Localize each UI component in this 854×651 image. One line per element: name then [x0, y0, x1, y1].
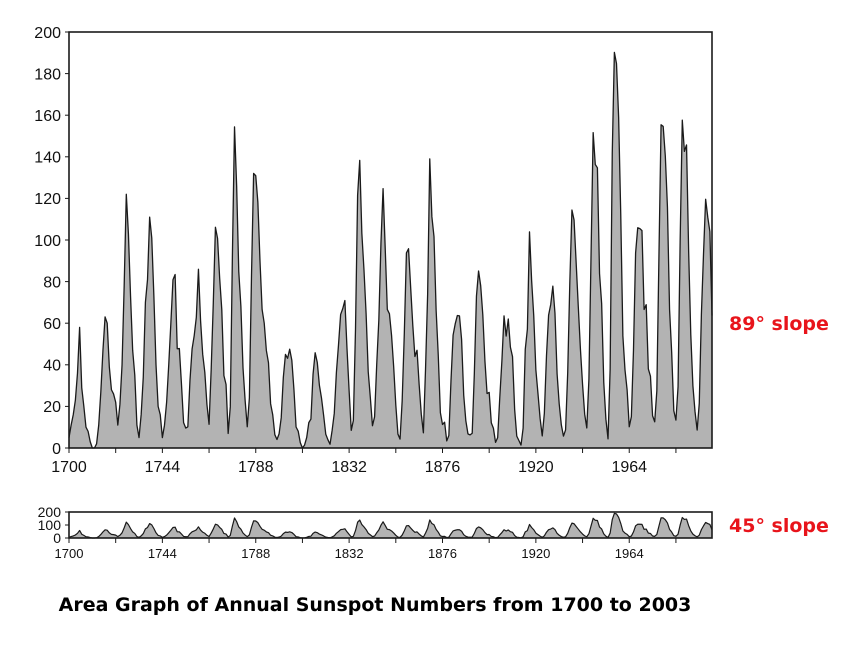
main-ytick-label: 40: [43, 358, 61, 375]
figure-title: Area Graph of Annual Sunspot Numbers fro…: [58, 594, 692, 616]
main-ytick-label: 180: [34, 66, 61, 83]
overview-xtick-label: 1700: [55, 546, 84, 561]
annotation-45-slope: 45° slope: [729, 515, 829, 537]
main-ytick-label: 160: [34, 108, 61, 125]
overview-xtick-label: 1964: [615, 546, 644, 561]
main-xtick-label: 1744: [145, 459, 181, 476]
overview-xtick-label: 1832: [335, 546, 364, 561]
main-ytick-label: 140: [34, 150, 61, 167]
main-ytick-label: 200: [34, 25, 61, 42]
overview-xtick-label: 1744: [148, 546, 177, 561]
main-xtick-label: 1964: [611, 459, 647, 476]
annotation-89-slope: 89° slope: [729, 313, 829, 335]
main-ytick-label: 100: [34, 233, 61, 250]
main-ytick-label: 20: [43, 399, 61, 416]
main-xtick-label: 1832: [331, 459, 367, 476]
overview-xtick-label: 1788: [241, 546, 270, 561]
overview-ytick-label: 0: [53, 530, 61, 546]
main-ytick-label: 80: [43, 274, 61, 291]
main-ytick-label: 0: [52, 441, 61, 458]
overview-ytick-label: 200: [38, 504, 62, 520]
overview-ytick-label: 100: [38, 517, 62, 533]
main-xtick-label: 1700: [51, 459, 87, 476]
main-xtick-label: 1876: [425, 459, 461, 476]
main-area: [69, 52, 712, 448]
overview-xtick-label: 1876: [428, 546, 457, 561]
main-series-line: [68, 51, 713, 449]
main-ytick-label: 120: [34, 191, 61, 208]
overview-area: [69, 513, 712, 538]
main-xtick-label: 1788: [238, 459, 274, 476]
main-ytick-label: 60: [43, 316, 61, 333]
main-xtick-label: 1920: [518, 459, 554, 476]
overview-xtick-label: 1920: [521, 546, 550, 561]
overview-series-line: [68, 512, 713, 539]
